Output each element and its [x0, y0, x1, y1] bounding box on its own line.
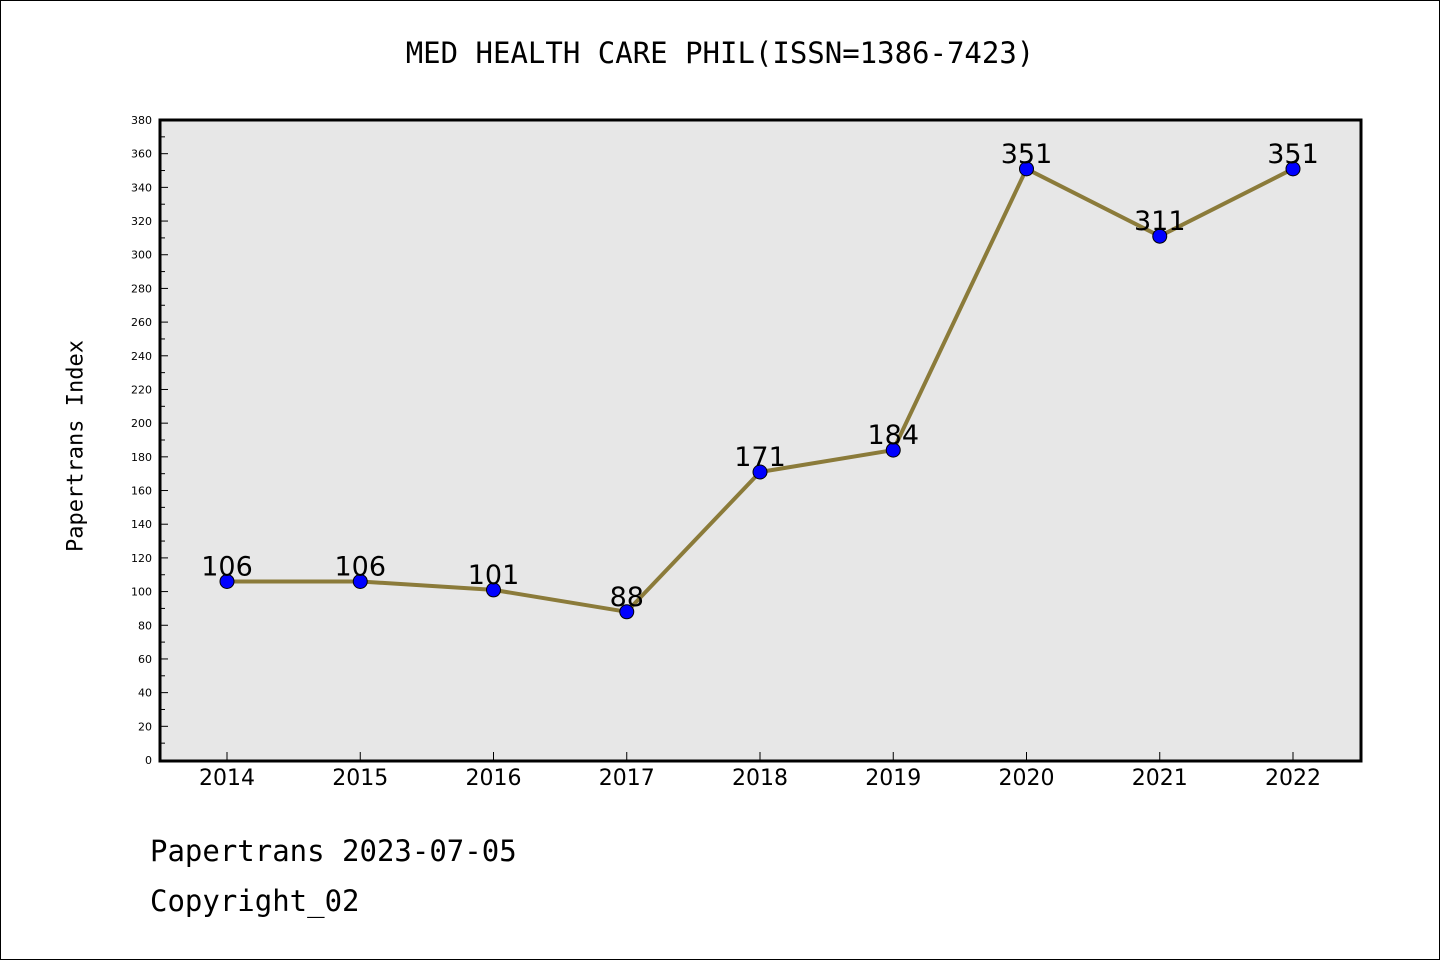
data-points [219, 161, 1301, 620]
data-label: 101 [468, 560, 520, 591]
y-tick-label: 180 [131, 451, 152, 464]
data-label: 171 [734, 442, 786, 473]
data-label: 106 [201, 551, 253, 582]
data-point-marker [1019, 161, 1034, 177]
y-tick-label: 120 [131, 552, 152, 565]
y-tick-label: 240 [131, 350, 152, 363]
y-tick-label: 380 [131, 114, 152, 127]
data-label: 88 [610, 582, 644, 613]
footer-date: Papertrans 2023-07-05 [150, 834, 517, 868]
y-tick-label: 0 [145, 754, 152, 767]
data-point-marker [752, 464, 768, 480]
y-tick-label: 80 [138, 619, 152, 632]
y-tick-label: 260 [131, 316, 152, 329]
data-label: 311 [1134, 206, 1186, 237]
y-tick-label: 360 [131, 148, 152, 161]
y-axis: 0 20 40 60 80 100 120 140 160 180 200 220 240 260 280 3… [131, 114, 168, 767]
data-point-marker [219, 573, 235, 589]
y-tick-label: 40 [138, 687, 152, 700]
data-point-marker [619, 604, 635, 620]
data-labels: 106 106 101 88 171 184 351 311 351 [201, 139, 1319, 613]
y-tick-label: 280 [131, 282, 152, 295]
data-point-marker [352, 573, 368, 589]
y-tick-label: 220 [131, 383, 152, 396]
x-tick-label: 2022 [1265, 766, 1321, 791]
plot-area [158, 118, 1363, 763]
x-tick-label: 2017 [599, 766, 655, 791]
y-tick-label: 320 [131, 215, 152, 228]
y-tick-label: 60 [138, 653, 152, 666]
y-tick-label: 100 [131, 586, 152, 599]
x-tick-label: 2014 [199, 766, 255, 791]
data-label: 351 [1267, 139, 1319, 170]
x-tick-label: 2021 [1132, 766, 1188, 791]
data-point-marker [486, 582, 501, 598]
data-point-marker [1152, 228, 1168, 244]
data-label: 184 [867, 420, 919, 451]
y-tick-label: 300 [131, 249, 152, 262]
data-label: 106 [334, 551, 386, 582]
footer-copyright: Copyright_02 [150, 884, 360, 918]
x-tick-label: 2016 [466, 766, 522, 791]
x-tick-label: 2018 [732, 766, 788, 791]
data-point-marker [1285, 161, 1301, 177]
chart-title: MED HEALTH CARE PHIL(ISSN=1386-7423) [405, 36, 1035, 70]
data-label: 351 [1001, 139, 1053, 170]
data-point-marker [885, 442, 901, 458]
x-axis: 2014 2015 2016 2017 2018 2019 2020 2021 2022 [199, 752, 1321, 791]
x-tick-label: 2019 [865, 766, 921, 791]
y-tick-label: 160 [131, 485, 152, 498]
x-tick-label: 2020 [999, 766, 1055, 791]
y-tick-label: 200 [131, 417, 152, 430]
y-tick-label: 20 [138, 720, 152, 733]
y-tick-label: 340 [131, 181, 152, 194]
x-tick-label: 2015 [332, 766, 388, 791]
y-tick-label: 140 [131, 518, 152, 531]
